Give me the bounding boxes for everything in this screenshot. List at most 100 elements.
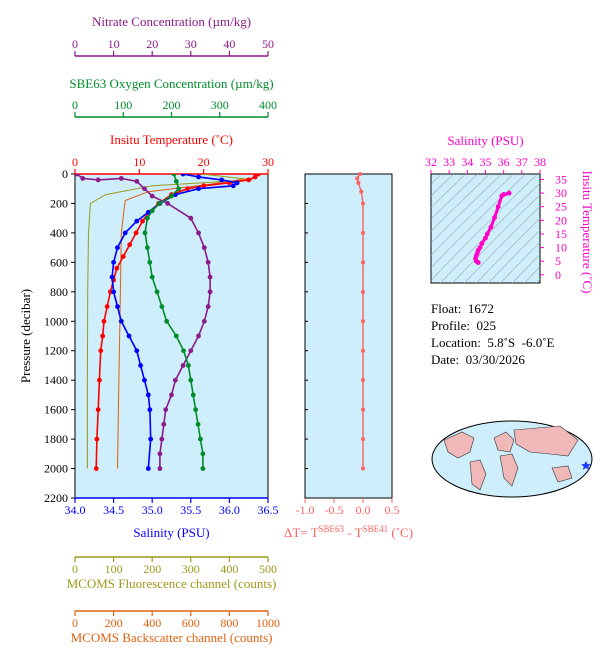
nitrate-tick-label: 50	[262, 37, 274, 51]
density-contour	[487, 229, 540, 283]
delta-point	[361, 201, 365, 206]
salinity-point	[138, 363, 144, 368]
nitrate-point	[196, 230, 201, 236]
ts-temperature-tick-label: 10	[555, 241, 567, 255]
temperature-profile-line	[95, 174, 259, 469]
temperature-point	[93, 466, 99, 471]
temperature-point	[97, 377, 102, 383]
density-contour	[463, 206, 540, 283]
temperature-point	[120, 254, 126, 259]
oxygen-point	[200, 466, 206, 471]
temperature-point	[95, 407, 101, 413]
salinity-point	[122, 230, 128, 236]
delta-point	[361, 260, 365, 265]
salinity-point	[196, 174, 201, 180]
nitrate-point	[169, 392, 174, 398]
salinity-point	[196, 186, 201, 192]
nitrate-point	[188, 348, 194, 354]
ts-data-group	[431, 144, 609, 293]
map-land	[513, 425, 579, 457]
oxygen-point	[198, 436, 203, 442]
density-contour	[475, 217, 540, 283]
delta-point	[358, 172, 363, 176]
delta-tick-label: 0.0	[356, 503, 371, 517]
oxygen-tick-label: 100	[114, 98, 132, 112]
density-contour	[431, 174, 538, 281]
oxygen-point	[181, 348, 186, 354]
nitrate-tick-label: 0	[72, 37, 78, 51]
salinity-point	[118, 318, 124, 324]
ts-point	[475, 260, 481, 265]
nitrate-point	[165, 201, 171, 206]
temperature-point	[133, 230, 139, 236]
delta-label-part: SBE63	[319, 524, 345, 534]
pressure-tick-label: 400	[50, 226, 68, 240]
profile-data-group	[75, 174, 261, 471]
pressure-tick-label: 1400	[44, 373, 68, 387]
backscatter-tick-label: 800	[220, 616, 238, 630]
fluorescence-tick-label: 500	[259, 562, 277, 576]
nitrate-point	[201, 318, 207, 324]
nitrate-point	[149, 193, 155, 199]
delta-point	[361, 230, 365, 235]
float-id-text: Float: 1672	[431, 301, 494, 316]
salinity-point	[234, 180, 240, 186]
oxygen-point	[200, 451, 206, 457]
delta-tick-label: -0.5	[325, 503, 344, 517]
nitrate-point	[205, 259, 211, 265]
delta-point	[361, 466, 365, 471]
ts-point	[499, 193, 505, 199]
ts-salinity-axis-label: Salinity (PSU)	[447, 133, 523, 148]
temperature-point	[140, 218, 145, 224]
delta-point	[359, 189, 364, 194]
salinity-point	[115, 245, 120, 251]
salinity-point	[148, 436, 154, 442]
oxygen-point	[144, 245, 150, 251]
nitrate-point	[172, 377, 178, 383]
temperature-point	[100, 333, 106, 339]
salinity-point	[145, 392, 151, 398]
oxygen-point	[164, 318, 170, 324]
nitrate-point	[207, 289, 213, 295]
ts-point	[488, 224, 494, 230]
ts-temperature-tick-label: 35	[555, 172, 567, 186]
oxygen-point	[147, 259, 153, 265]
ts-temperature-tick-label: 15	[555, 227, 567, 241]
ts-salinity-tick-label: 35	[480, 155, 492, 169]
pressure-tick-label: 1600	[44, 403, 68, 417]
density-contour	[431, 174, 490, 232]
fluorescence-tick-label: 100	[105, 562, 123, 576]
temperature-point	[98, 348, 104, 354]
nitrate-point	[161, 421, 167, 427]
oxygen-point	[149, 208, 155, 214]
ts-point	[506, 190, 512, 196]
nitrate-point	[205, 304, 211, 309]
density-contour	[539, 144, 609, 293]
pressure-axis-label: Pressure (decibar)	[18, 289, 33, 383]
ts-point	[492, 215, 497, 221]
delta-tick-label: 0.5	[385, 503, 400, 517]
temperature-point	[201, 183, 207, 189]
pressure-tick-label: 1800	[44, 432, 68, 446]
oxygen-point	[193, 407, 199, 413]
oxygen-tick-label: 0	[72, 98, 78, 112]
temperature-tick-label: 0	[72, 155, 78, 169]
ts-point	[479, 241, 485, 246]
oxygen-point	[157, 201, 162, 206]
salinity-point	[142, 377, 147, 383]
delta-point	[361, 437, 365, 442]
oxygen-point	[144, 215, 150, 221]
delta-label-part: ΔT= T	[284, 525, 319, 540]
backscatter-profile-line	[117, 177, 249, 469]
backscatter-axis-label: MCOMS Backscatter channel (counts)	[71, 630, 273, 645]
pressure-tick-label: 2000	[44, 462, 68, 476]
ts-temperature-axis-label: Insitu Temperature (˚C)	[580, 170, 595, 293]
density-contour	[523, 266, 540, 283]
delta-point	[355, 176, 360, 181]
ts-temperature-tick-label: 25	[555, 200, 567, 214]
nitrate-point	[95, 177, 101, 183]
salinity-tick-label: 35.0	[142, 503, 163, 517]
ts-salinity-tick-label: 38	[534, 155, 546, 169]
ts-salinity-tick-label: 37	[516, 155, 528, 169]
pressure-tick-label: 2200	[44, 491, 68, 505]
